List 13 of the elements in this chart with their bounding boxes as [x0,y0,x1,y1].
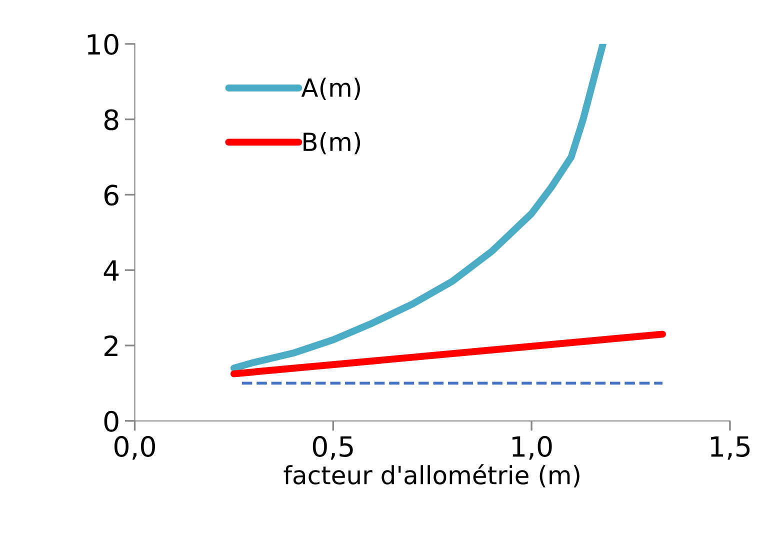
x-tick-label: 1,0 [512,436,552,460]
x-tick-label: 0,5 [312,436,353,460]
legend-label: A(m) [301,78,360,100]
y-tick-label: 8 [104,109,118,130]
y-tick-label: 10 [88,34,118,55]
y-tick-label: 0 [104,410,118,432]
x-axis-title: facteur d'allométrie (m) [284,464,580,488]
legend-label: B(m) [304,132,360,154]
x-tick-label: 0,0 [114,436,155,460]
y-tick-label: 4 [104,260,119,281]
y-tick-label: 2 [104,335,118,356]
y-tick-label: 6 [104,184,118,206]
x-tick-label: 1,5 [710,436,750,460]
